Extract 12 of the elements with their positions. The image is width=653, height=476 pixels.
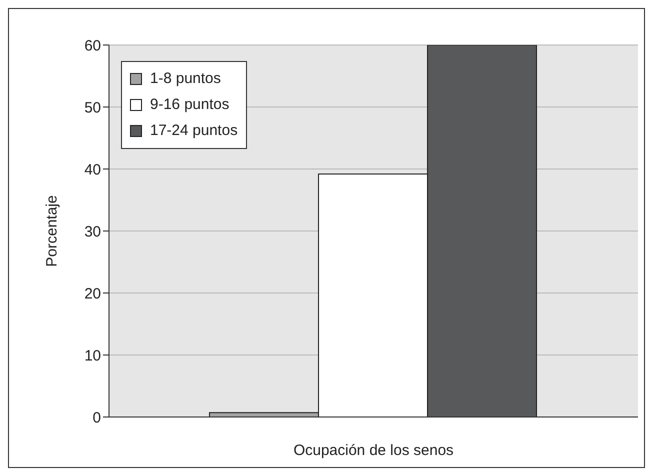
y-tick-label: 20 [84,285,101,302]
y-axis-title: Porcentaje [43,195,60,267]
y-tick-label: 60 [84,37,101,54]
y-tick-label: 50 [84,99,101,116]
y-tick-label: 30 [84,223,101,240]
legend-label: 9-16 puntos [149,95,230,115]
legend-label: 1-8 puntos [149,69,222,89]
y-tick-label: 10 [84,347,101,364]
y-tick-label: 40 [84,161,101,178]
legend-label: 17-24 puntos [149,121,238,141]
y-tick-label: 0 [92,409,101,426]
x-axis-title: Ocupación de los senos [293,442,454,459]
